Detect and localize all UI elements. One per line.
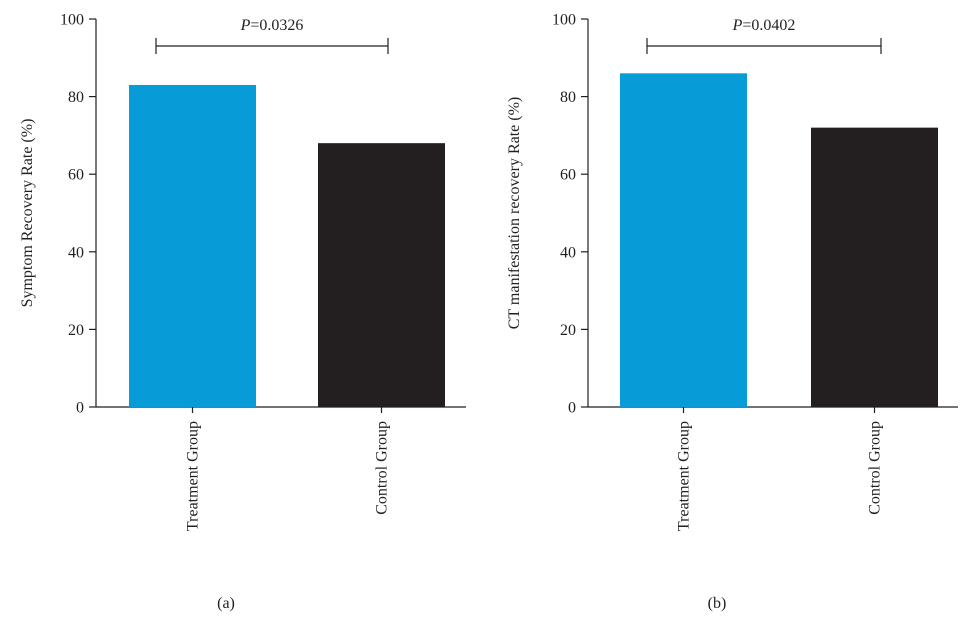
chart-panel-b: CT manifestation recovery Rate (%) 0 20 40… — [506, 12, 958, 612]
y-axis-title: CT manifestation recovery Rate (%) — [506, 97, 523, 330]
panel-label: (b) — [708, 595, 727, 612]
p-value: =0.0326 — [250, 17, 303, 34]
p-symbol: P — [732, 17, 743, 34]
category-label: Treatment Group — [185, 421, 202, 531]
y-tick-label: 60 — [68, 167, 84, 184]
y-tick-label: 100 — [60, 12, 84, 29]
bar-treatment-group — [129, 84, 256, 408]
category-label: Treatment Group — [676, 421, 693, 531]
y-tick-label: 0 — [568, 400, 576, 417]
y-tick-label: 60 — [560, 167, 576, 184]
y-ticks: 0 20 40 60 80 100 — [552, 12, 588, 417]
bar-control-group — [318, 143, 445, 407]
bars — [129, 84, 445, 408]
y-tick-label: 40 — [560, 244, 576, 261]
significance-bracket: P=0.0402 — [646, 17, 882, 54]
bar-treatment-group — [620, 73, 747, 407]
chart-panel-a: Symptom Recovery Rate (%) 0 20 40 60 80 100 T… — [19, 12, 466, 612]
category-labels: Treatment Group Control Group — [676, 407, 884, 531]
category-label: Control Group — [374, 421, 391, 515]
bars — [620, 73, 938, 407]
y-tick-label: 100 — [552, 12, 576, 29]
category-labels: Treatment Group Control Group — [185, 407, 391, 531]
y-ticks: 0 20 40 60 80 100 — [60, 12, 96, 417]
panel-label: (a) — [217, 595, 235, 612]
p-value-label: P=0.0326 — [240, 17, 304, 34]
y-tick-label: 20 — [68, 322, 84, 339]
p-value: =0.0402 — [742, 17, 795, 34]
y-axis-title: Symptom Recovery Rate (%) — [19, 119, 36, 308]
significance-bracket: P=0.0326 — [155, 17, 389, 54]
y-tick-label: 80 — [560, 89, 576, 106]
y-tick-label: 80 — [68, 89, 84, 106]
p-symbol: P — [240, 17, 251, 34]
p-value-label: P=0.0402 — [732, 17, 796, 34]
y-tick-label: 0 — [76, 400, 84, 417]
category-label: Control Group — [867, 421, 884, 515]
y-tick-label: 40 — [68, 244, 84, 261]
bar-control-group — [811, 127, 938, 407]
y-tick-label: 20 — [560, 322, 576, 339]
